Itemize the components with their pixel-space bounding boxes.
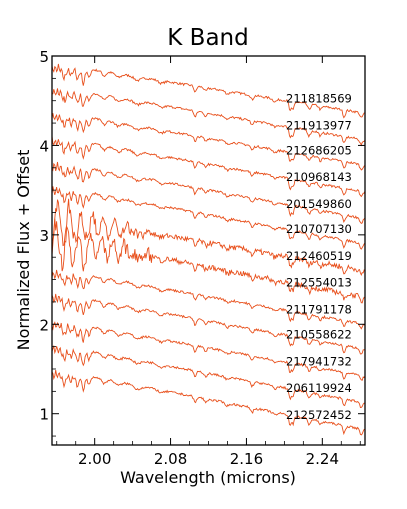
spectrum-line (51, 186, 366, 250)
x-axis: 2.00 2.08 2.16 2.24 (56, 56, 361, 468)
spectrum-line (51, 113, 366, 171)
spectrum-line (51, 293, 366, 355)
spectrum-label: 206119924 (286, 381, 352, 395)
chart-title: K Band (167, 25, 248, 51)
y-tick-label: 2 (39, 316, 49, 334)
spectrum-label: 212572452 (286, 408, 352, 422)
spectrum-line (51, 88, 366, 147)
x-tick-label: 2.00 (78, 450, 111, 468)
spectrum-line (51, 370, 366, 436)
y-axis: 1 2 3 4 5 (39, 48, 365, 437)
spectrum-label: 211791178 (286, 303, 352, 317)
x-axis-label: Wavelength (microns) (120, 468, 296, 487)
x-tick-label: 2.08 (154, 450, 187, 468)
spectrum-label: 210558622 (286, 328, 352, 342)
spectrum-line (51, 198, 366, 277)
y-tick-label: 1 (39, 406, 49, 424)
spectrum-label: 211913977 (286, 118, 352, 132)
spectrum-line (51, 269, 366, 330)
x-tick-label: 2.16 (230, 450, 263, 468)
spectrum-line (51, 135, 366, 198)
y-tick-label: 3 (39, 227, 49, 245)
spectrum-label: 210968143 (286, 170, 352, 184)
spectrum-labels: 211818569 211913977 212686205 210968143 2015… (286, 92, 352, 423)
spectrum-label: 217941732 (286, 354, 352, 368)
spectrum-line (51, 218, 366, 304)
y-tick-label: 4 (39, 137, 49, 155)
spectrum-label: 212686205 (286, 143, 352, 157)
spectrum-label: 210707130 (286, 222, 352, 236)
spectrum-label: 201549860 (286, 197, 352, 211)
spectrum-line (51, 344, 366, 408)
y-axis-label: Normalized Flux + Offset (14, 150, 33, 351)
spectrum-line (51, 321, 366, 381)
x-tick-label: 2.24 (306, 450, 339, 468)
spectrum-line (51, 63, 366, 119)
spectrum-label: 211818569 (286, 92, 352, 106)
spectrum-line (51, 161, 366, 224)
spectrum-label: 212554013 (286, 276, 352, 290)
y-tick-label: 5 (39, 48, 49, 66)
plot-area (51, 63, 366, 436)
spectrum-label: 212460519 (286, 249, 352, 263)
